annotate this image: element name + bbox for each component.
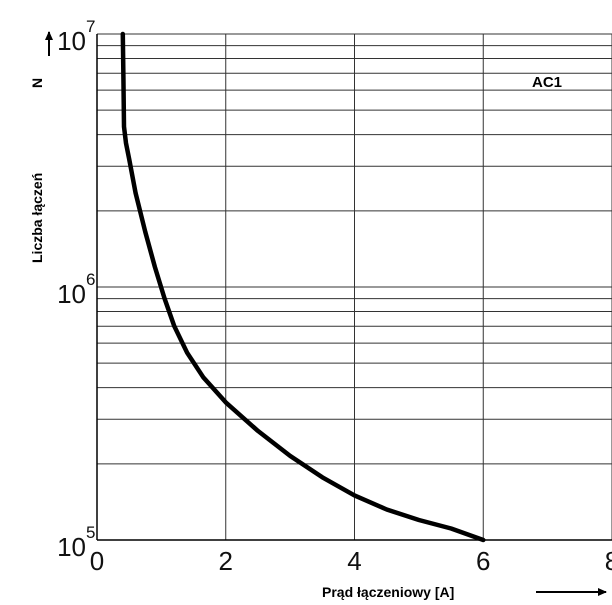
y-tick-label: 10 <box>57 532 86 562</box>
y-axis-label: Liczba łączeń <box>29 173 45 263</box>
y-tick-exponent: 7 <box>86 17 95 36</box>
x-tick-label: 2 <box>219 546 233 576</box>
series-line <box>120 31 486 543</box>
plot-frame <box>96 34 612 541</box>
y-tick-exponent: 6 <box>86 270 95 289</box>
y-axis-symbol: N <box>29 78 45 88</box>
annotation-label: AC1 <box>532 74 562 91</box>
tick-labels: 02468105106107 <box>57 17 612 576</box>
grid <box>97 33 612 541</box>
y-tick-exponent: 5 <box>86 523 95 542</box>
series-layer <box>120 31 486 543</box>
y-tick-label: 10 <box>57 26 86 56</box>
y-tick-label: 10 <box>57 279 86 309</box>
x-tick-label: 4 <box>347 546 361 576</box>
x-tick-label: 6 <box>476 546 490 576</box>
x-tick-label: 8 <box>605 546 612 576</box>
x-axis-label: Prąd łączeniowy [A] <box>322 584 454 600</box>
x-tick-label: 0 <box>90 546 104 576</box>
